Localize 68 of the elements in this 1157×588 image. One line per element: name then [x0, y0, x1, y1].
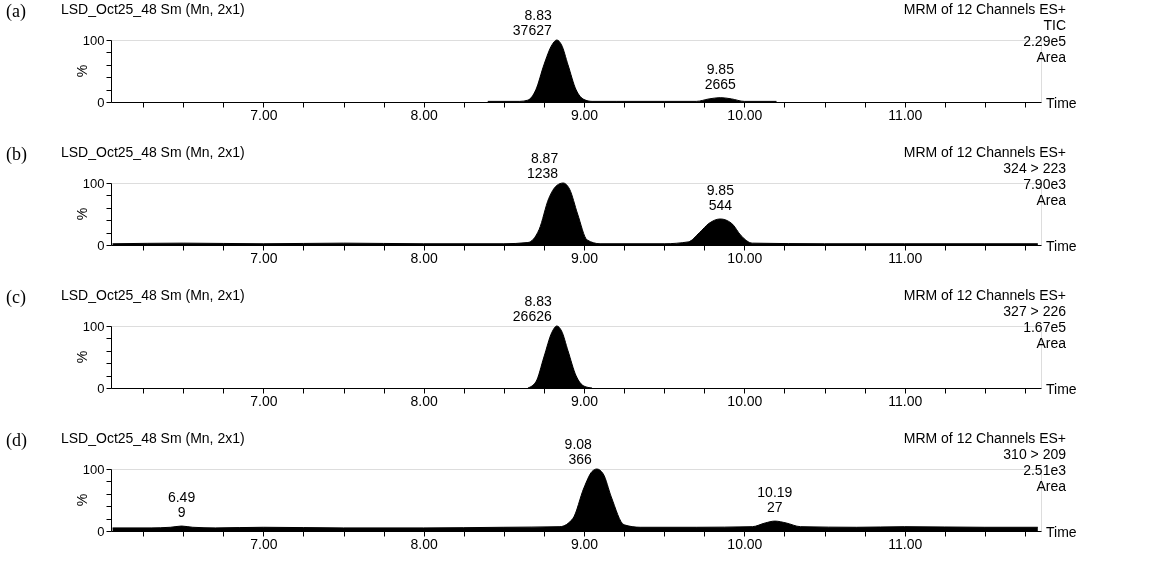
- y-axis-title: %: [74, 350, 90, 364]
- y-tick-label: 0: [97, 94, 105, 110]
- x-axis-title: Time: [1046, 524, 1077, 540]
- text: (c): [6, 287, 26, 308]
- text: 324 > 223: [1003, 160, 1067, 176]
- x-tick-label: 10.00: [727, 392, 763, 409]
- chart-title: LSD_Oct25_48 Sm (Mn, 2x1): [61, 144, 245, 160]
- x-tick-label: 11.00: [888, 249, 923, 266]
- text: (a): [6, 1, 26, 22]
- x-tick-label: 7.00: [250, 535, 278, 552]
- annotation: 8.83 37627: [512, 7, 552, 38]
- annotation: 2.29e5: [1023, 33, 1067, 49]
- x-tick-label: 9.00: [570, 106, 599, 123]
- y-tick-label: 100: [82, 318, 105, 334]
- x-tick-label: 8.00: [410, 106, 439, 123]
- annotation: Area: [1036, 478, 1067, 494]
- y-axis-title: %: [74, 493, 90, 507]
- annotation: Area: [1036, 49, 1067, 65]
- y-tick-label: 100: [82, 32, 105, 48]
- y-axis-title: %: [74, 207, 90, 221]
- y-tick-label: 0: [97, 237, 105, 253]
- y-tick-label: 100: [82, 175, 105, 191]
- y-tick-label: 0: [97, 380, 105, 396]
- x-tick-label: 9.00: [570, 249, 599, 266]
- y-tick-label: 0: [97, 523, 105, 539]
- text: 327 > 226: [1003, 303, 1067, 319]
- x-tick-label: 11.00: [888, 535, 923, 552]
- x-tick-label: 10.00: [727, 535, 763, 552]
- x-tick-label: 11.00: [888, 106, 923, 123]
- chart-subtitle: MRM of 12 Channels ES+: [903, 430, 1066, 446]
- text: 310 > 209: [1003, 446, 1067, 462]
- chart-subtitle: MRM of 12 Channels ES+: [903, 144, 1066, 160]
- annotation: 9.85 544: [706, 181, 735, 213]
- annotation: 2.51e3: [1023, 462, 1067, 478]
- chart-subtitle: MRM of 12 Channels ES+: [903, 287, 1066, 303]
- text: TIC: [1043, 17, 1066, 33]
- annotation: 7.90e3: [1023, 176, 1067, 192]
- chart-subtitle: MRM of 12 Channels ES+: [903, 1, 1066, 17]
- annotation: 9.85 2665: [704, 60, 737, 92]
- y-axis-title: %: [74, 64, 90, 78]
- x-tick-label: 7.00: [250, 106, 278, 123]
- x-tick-label: 8.00: [410, 392, 439, 409]
- annotation: 9.08 366: [564, 436, 593, 467]
- x-tick-label: 8.00: [410, 535, 439, 552]
- annotation: Area: [1036, 335, 1067, 351]
- annotation: 10.19 27: [757, 484, 793, 516]
- annotation: 1.67e5: [1023, 319, 1067, 335]
- annotation: 8.87 1238: [527, 150, 559, 181]
- x-tick-label: 9.00: [570, 535, 599, 552]
- chart-title: LSD_Oct25_48 Sm (Mn, 2x1): [61, 1, 245, 17]
- x-tick-label: 11.00: [888, 392, 923, 409]
- y-tick-label: 100: [82, 461, 105, 477]
- x-tick-label: 10.00: [727, 249, 763, 266]
- x-axis-title: Time: [1046, 95, 1077, 111]
- chart-title: LSD_Oct25_48 Sm (Mn, 2x1): [61, 430, 245, 446]
- x-tick-label: 7.00: [250, 392, 278, 409]
- x-axis-title: Time: [1046, 381, 1077, 397]
- annotation: 8.83 26626: [512, 293, 552, 324]
- text: (b): [6, 144, 27, 165]
- annotation: Area: [1036, 192, 1067, 208]
- x-tick-label: 7.00: [250, 249, 278, 266]
- chart-title: LSD_Oct25_48 Sm (Mn, 2x1): [61, 287, 245, 303]
- x-axis-title: Time: [1046, 238, 1077, 254]
- annotation: 6.49 9: [167, 489, 196, 521]
- x-tick-label: 9.00: [570, 392, 599, 409]
- x-tick-label: 10.00: [727, 106, 763, 123]
- text: (d): [6, 430, 27, 451]
- x-tick-label: 8.00: [410, 249, 439, 266]
